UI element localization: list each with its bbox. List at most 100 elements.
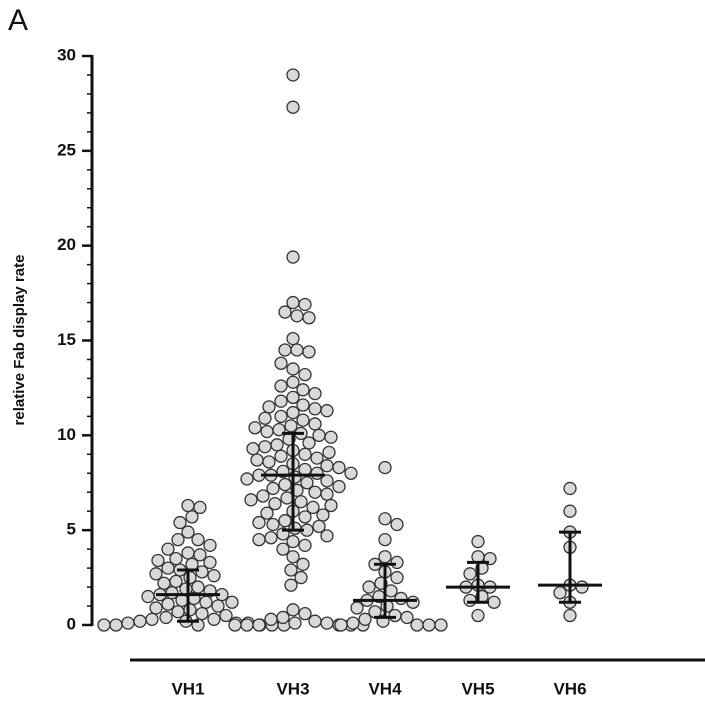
data-point	[324, 430, 338, 444]
data-point	[324, 498, 338, 513]
data-point	[296, 383, 310, 397]
data-point	[157, 576, 171, 590]
data-point	[191, 580, 205, 594]
data-point	[308, 417, 322, 431]
data-point	[278, 305, 292, 319]
data-point	[302, 345, 316, 359]
data-point	[149, 567, 163, 581]
data-point	[563, 481, 577, 496]
data-point	[286, 550, 300, 564]
data-point	[463, 593, 477, 607]
data-point	[378, 512, 392, 526]
data-point	[308, 402, 322, 416]
data-point	[286, 390, 300, 405]
data-point	[280, 491, 294, 505]
data-point	[320, 404, 334, 418]
data-point	[308, 485, 322, 499]
data-point	[575, 580, 589, 594]
data-point	[296, 557, 310, 571]
data-point	[320, 474, 334, 488]
data-point	[183, 603, 197, 617]
y-axis-label: relative Fab display rate	[11, 255, 28, 426]
data-point	[286, 603, 300, 617]
data-point	[298, 606, 312, 621]
data-point	[346, 616, 360, 630]
data-point	[246, 441, 260, 456]
data-point	[252, 515, 266, 530]
data-point	[350, 601, 364, 615]
data-point	[358, 612, 372, 626]
data-point	[258, 411, 272, 425]
y-tick-label: 5	[67, 520, 76, 539]
data-point	[320, 529, 334, 543]
data-point	[169, 551, 183, 566]
data-point	[308, 386, 322, 401]
data-point	[290, 309, 304, 323]
data-point	[274, 449, 288, 463]
data-point	[288, 470, 302, 484]
data-point	[298, 367, 312, 382]
data-point	[181, 546, 195, 560]
data-point	[322, 445, 336, 460]
data-point	[161, 561, 175, 575]
data-point	[274, 356, 288, 370]
data-point	[286, 375, 300, 389]
data-point	[300, 476, 314, 490]
data-point	[244, 493, 258, 507]
data-point	[266, 517, 280, 532]
data-point	[207, 569, 221, 583]
data-point	[161, 597, 175, 611]
data-point	[97, 618, 111, 632]
x-tick-label: VH4	[368, 679, 402, 698]
data-point	[225, 595, 239, 609]
data-point	[332, 479, 346, 494]
data-point	[276, 610, 290, 625]
data-point	[553, 586, 567, 600]
data-point	[262, 400, 276, 414]
data-point	[149, 601, 163, 615]
data-point	[320, 487, 334, 501]
data-point	[563, 608, 577, 623]
data-point	[487, 595, 501, 609]
data-point	[302, 436, 316, 450]
data-point	[378, 460, 392, 475]
data-point	[334, 618, 348, 632]
data-point	[400, 610, 414, 625]
data-point	[207, 612, 221, 626]
data-point	[133, 614, 147, 628]
data-point	[195, 606, 209, 621]
data-point	[390, 555, 404, 570]
data-point	[250, 453, 264, 467]
x-tick-label: VH1	[171, 679, 204, 698]
data-point	[286, 534, 300, 549]
data-point	[288, 521, 302, 535]
data-point	[262, 455, 276, 469]
x-tick-label: VH5	[461, 679, 494, 698]
data-point	[390, 517, 404, 532]
data-point	[169, 574, 183, 589]
y-tick-label: 10	[57, 425, 76, 444]
data-point	[294, 495, 308, 509]
data-point	[248, 421, 262, 435]
data-point	[270, 438, 284, 452]
data-point	[302, 311, 316, 325]
data-point	[191, 533, 205, 547]
data-point	[284, 419, 298, 433]
data-point	[312, 519, 326, 534]
data-point	[274, 409, 288, 424]
data-point	[141, 589, 155, 604]
data-point	[422, 618, 436, 632]
data-point	[434, 618, 448, 632]
data-point	[286, 68, 300, 82]
data-point	[193, 548, 207, 562]
data-point	[410, 618, 424, 632]
data-point	[290, 343, 304, 357]
data-point	[320, 616, 334, 630]
data-point	[563, 504, 577, 518]
data-point	[471, 608, 485, 623]
y-tick-label: 25	[57, 140, 76, 159]
data-point	[298, 510, 312, 524]
data-point	[286, 250, 300, 264]
data-point	[274, 394, 288, 408]
